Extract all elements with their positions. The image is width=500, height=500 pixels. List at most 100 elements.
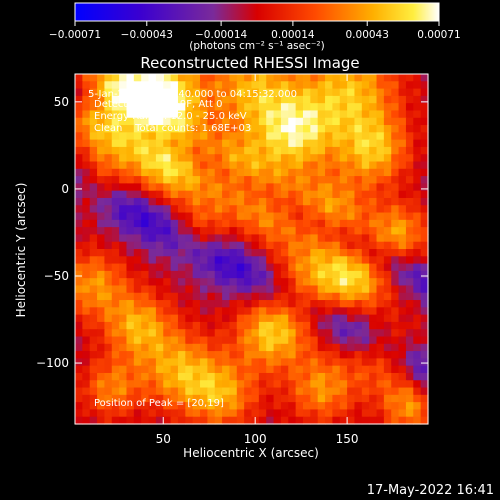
heatmap-cell xyxy=(148,343,157,352)
heatmap-cell xyxy=(339,300,348,308)
heatmap-cell xyxy=(185,321,194,330)
heatmap-cell xyxy=(369,219,378,228)
heatmap-cell xyxy=(405,329,414,338)
heatmap-cell xyxy=(236,387,245,396)
heatmap-cell xyxy=(75,292,83,301)
heatmap-cell xyxy=(229,168,238,177)
heatmap-cell xyxy=(280,103,289,112)
heatmap-cell xyxy=(413,300,422,308)
heatmap-cell xyxy=(170,278,179,287)
heatmap-cell xyxy=(82,161,91,170)
heatmap-cell xyxy=(163,358,172,367)
heatmap-cell xyxy=(369,168,378,177)
heatmap-cell xyxy=(222,300,231,308)
heatmap-cell xyxy=(75,358,83,367)
heatmap-cell xyxy=(75,351,83,359)
heatmap-cell xyxy=(141,212,150,221)
heatmap-cell xyxy=(148,190,157,199)
heatmap-cell xyxy=(244,110,253,119)
heatmap-cell xyxy=(398,117,407,126)
heatmap-cell xyxy=(376,74,385,82)
heatmap-cell xyxy=(354,387,363,396)
heatmap-cell xyxy=(383,307,392,316)
heatmap-cell xyxy=(332,88,341,97)
heatmap-cell xyxy=(200,183,208,192)
heatmap-cell xyxy=(119,183,128,192)
heatmap-cell xyxy=(163,343,172,352)
heatmap-cell xyxy=(200,132,208,141)
heatmap-cell xyxy=(325,146,333,155)
heatmap-cell xyxy=(200,95,208,104)
heatmap-cell xyxy=(82,168,91,177)
heatmap-cell xyxy=(192,103,201,112)
heatmap-cell xyxy=(302,329,311,338)
heatmap-cell xyxy=(332,227,341,236)
heatmap-cell xyxy=(302,314,311,323)
heatmap-cell xyxy=(214,285,223,294)
heatmap-cell xyxy=(273,249,282,257)
heatmap-cell xyxy=(97,161,106,170)
heatmap-cell xyxy=(339,219,348,228)
heatmap-cell xyxy=(302,351,311,359)
heatmap-cell xyxy=(369,380,378,389)
heatmap-cell xyxy=(177,387,186,396)
heatmap-cell xyxy=(200,394,208,403)
heatmap-cell xyxy=(383,168,392,177)
heatmap-cell xyxy=(111,402,120,411)
heatmap-cell xyxy=(413,314,422,323)
heatmap-cell xyxy=(288,380,297,389)
heatmap-cell xyxy=(89,117,98,126)
heatmap-cell xyxy=(258,81,267,90)
heatmap-cell xyxy=(288,372,297,381)
heatmap-cell xyxy=(295,409,304,418)
heatmap-cell xyxy=(119,307,128,316)
heatmap-cell xyxy=(332,380,341,389)
heatmap-cell xyxy=(214,219,223,228)
heatmap-cell xyxy=(244,183,253,192)
heatmap-cell xyxy=(405,278,414,287)
heatmap-cell xyxy=(288,234,297,243)
heatmap-cell xyxy=(141,263,150,272)
heatmap-cell xyxy=(302,241,311,250)
heatmap-cell xyxy=(207,176,216,184)
heatmap-cell xyxy=(170,285,179,294)
heatmap-cell xyxy=(111,117,120,126)
heatmap-cell xyxy=(347,212,356,221)
heatmap-cell xyxy=(347,270,356,279)
heatmap-cell xyxy=(332,190,341,199)
heatmap-cell xyxy=(89,161,98,170)
heatmap-cell xyxy=(376,329,385,338)
heatmap-cell xyxy=(141,285,150,294)
heatmap-cell xyxy=(310,154,319,163)
heatmap-cell xyxy=(369,292,378,301)
heatmap-cell xyxy=(251,380,260,389)
heatmap-cell xyxy=(347,329,356,338)
heatmap-cell xyxy=(361,263,370,272)
heatmap-cell xyxy=(398,219,407,228)
heatmap-cell xyxy=(332,292,341,301)
heatmap-cell xyxy=(155,139,164,148)
heatmap-cell xyxy=(310,219,319,228)
heatmap-cell xyxy=(104,183,113,192)
heatmap-cell xyxy=(369,241,378,250)
heatmap-cell xyxy=(302,278,311,287)
heatmap-cell xyxy=(89,132,98,141)
heatmap-cell xyxy=(133,234,142,243)
heatmap-cell xyxy=(163,183,172,192)
heatmap-cell xyxy=(177,205,186,214)
heatmap-cell xyxy=(339,161,348,170)
heatmap-cell xyxy=(177,300,186,308)
heatmap-cell xyxy=(133,103,142,112)
heatmap-cell xyxy=(339,241,348,250)
heatmap-cell xyxy=(310,117,319,126)
heatmap-cell xyxy=(244,372,253,381)
heatmap-cell xyxy=(347,125,356,133)
heatmap-cell xyxy=(332,300,341,308)
heatmap-cell xyxy=(111,351,120,359)
heatmap-cell xyxy=(119,285,128,294)
heatmap-cell xyxy=(369,183,378,192)
heatmap-cell xyxy=(317,336,326,345)
heatmap-cell xyxy=(244,95,253,104)
heatmap-cell xyxy=(126,219,135,228)
heatmap-cell xyxy=(148,117,157,126)
